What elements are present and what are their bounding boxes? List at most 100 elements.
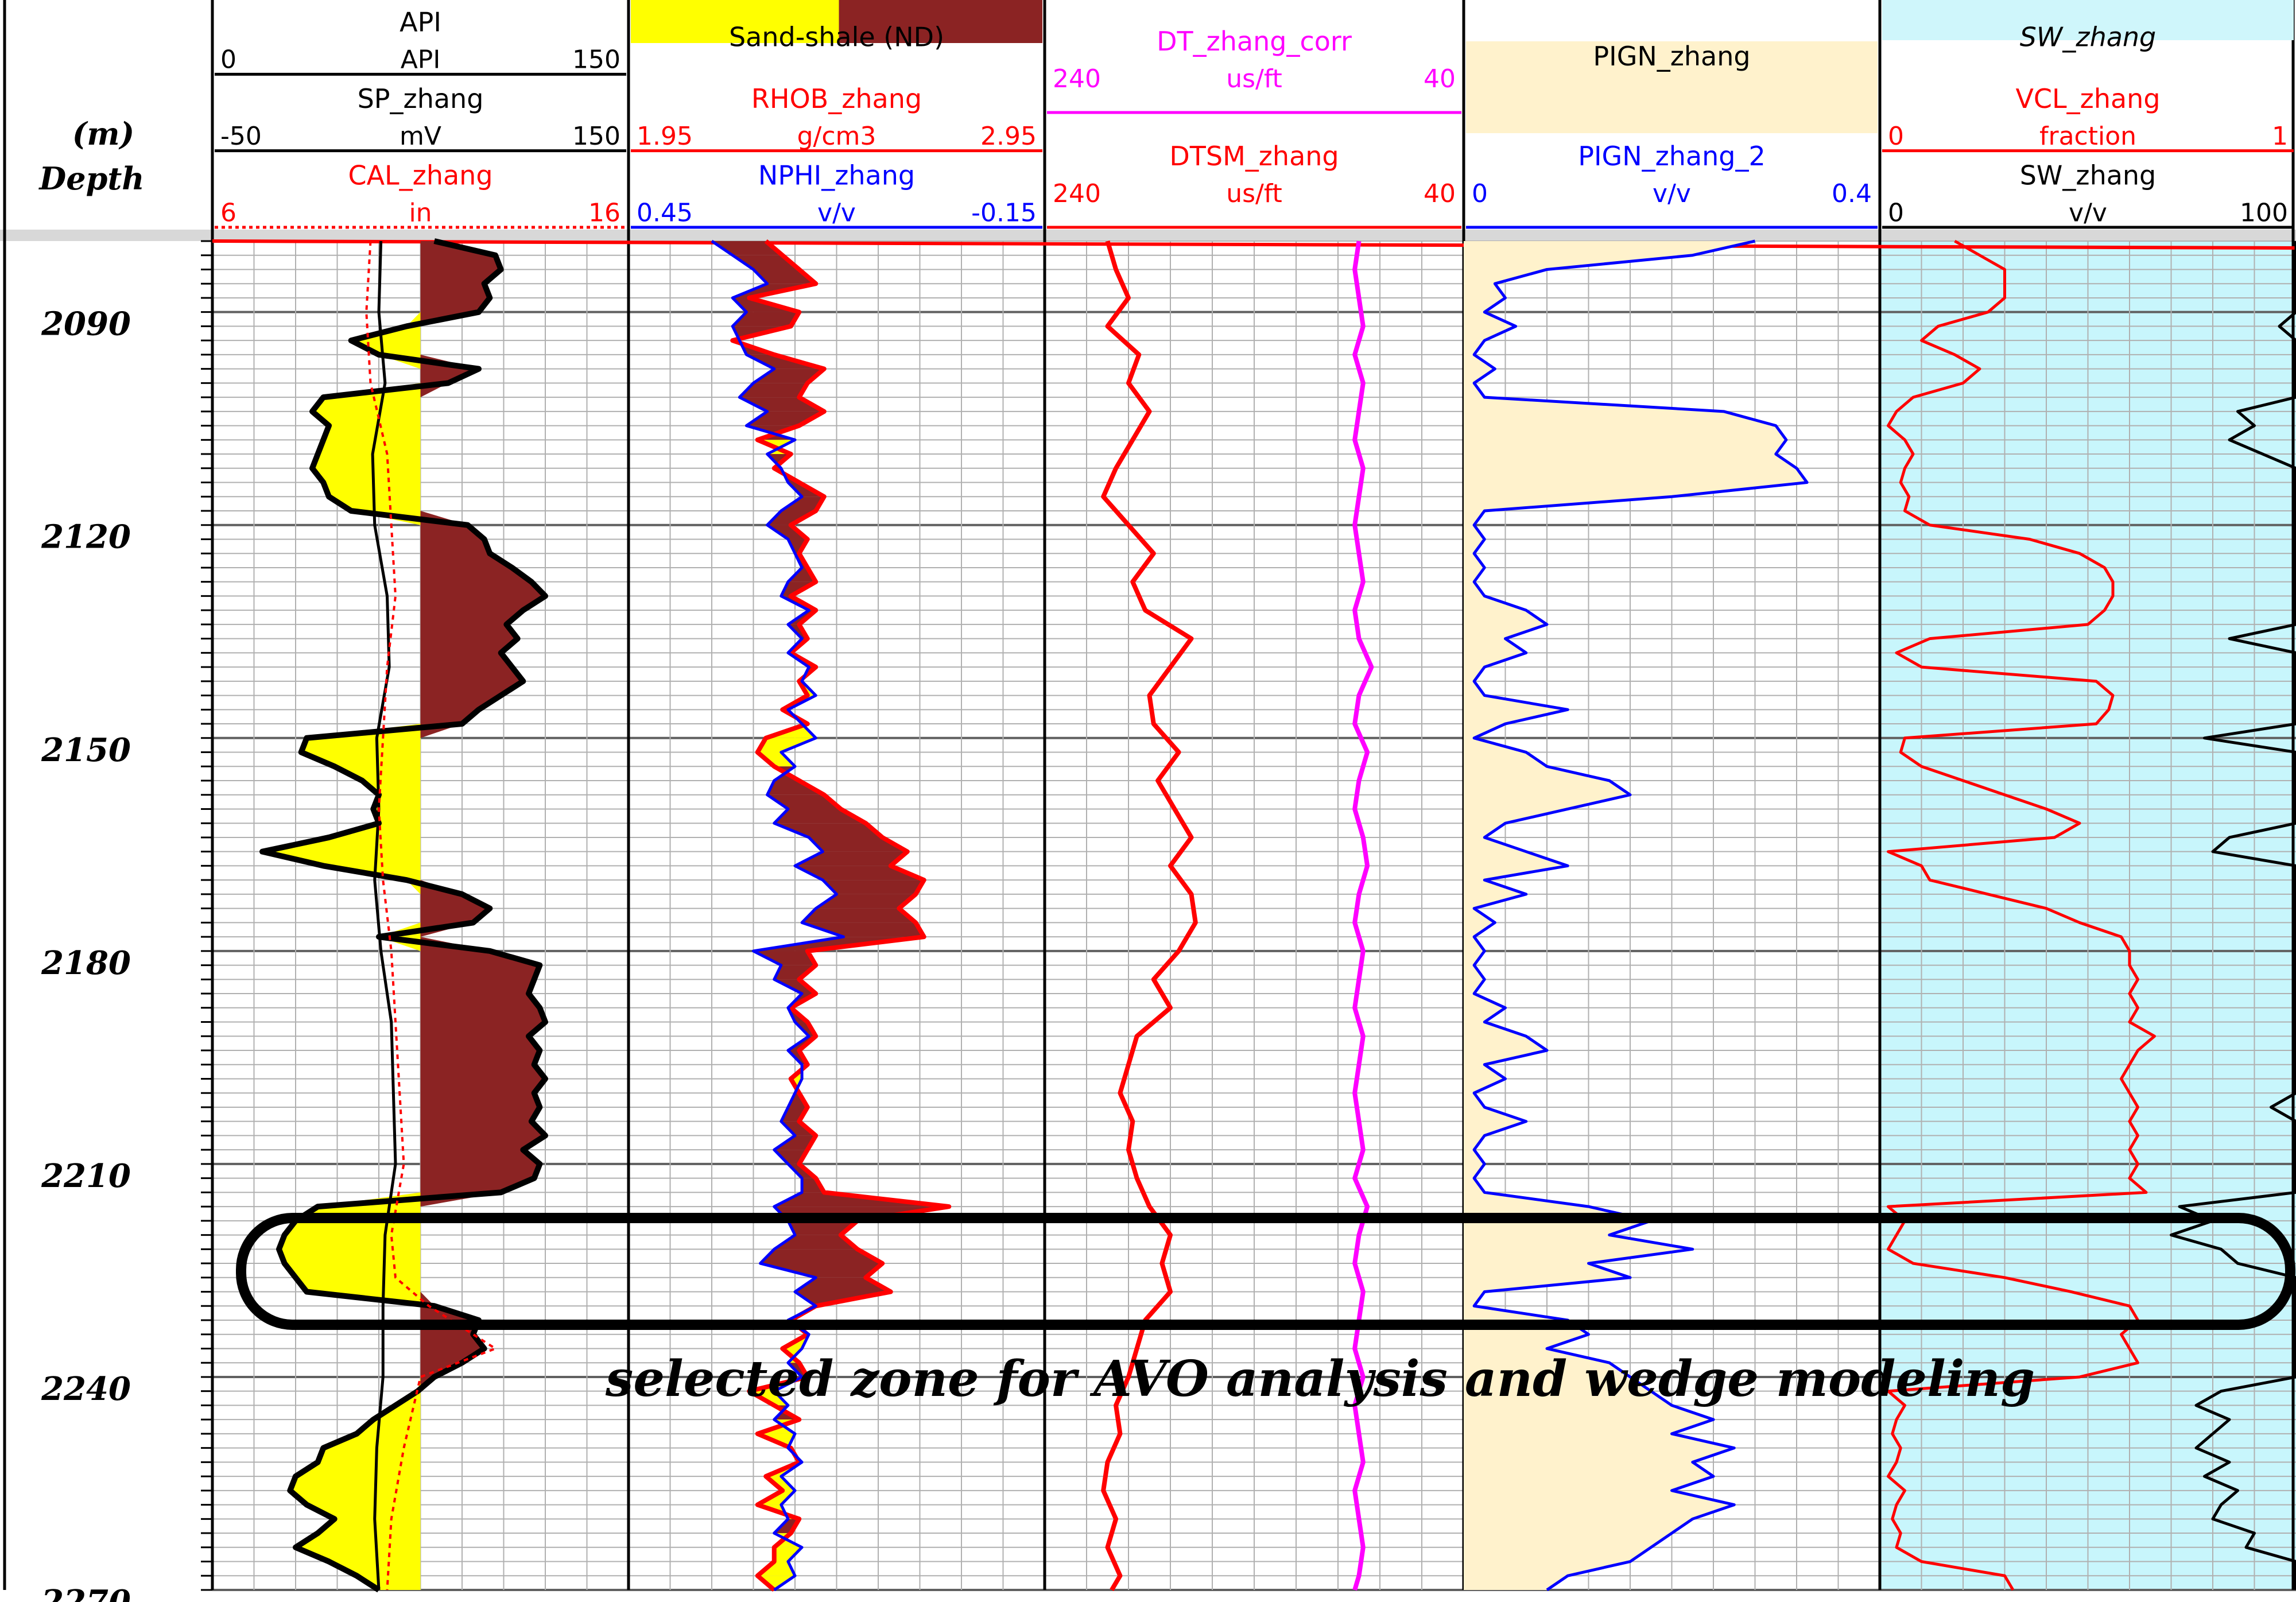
header-scale-min: 0 bbox=[220, 45, 236, 75]
header-scale-max: 16 bbox=[588, 198, 620, 227]
crossover-fill bbox=[802, 908, 916, 923]
header-fill-sand bbox=[631, 0, 839, 43]
crossover-fill bbox=[802, 1178, 824, 1193]
header-scale-min: 240 bbox=[1053, 64, 1101, 94]
depth-unit: (m) bbox=[72, 115, 134, 152]
curve-NPHI_zhang bbox=[711, 239, 846, 1592]
header-scale-max: 0.4 bbox=[1832, 179, 1872, 208]
shale-fill bbox=[420, 241, 545, 1590]
header-scale-min: 0 bbox=[1888, 122, 1904, 151]
crossover-fill bbox=[774, 1547, 802, 1562]
crossover-fill bbox=[781, 496, 824, 511]
header-scale-max: -0.15 bbox=[971, 198, 1037, 227]
crossover-fill bbox=[760, 1249, 883, 1264]
curves bbox=[259, 238, 2296, 1593]
header-scale-unit: mV bbox=[400, 122, 441, 151]
header-name: SW_zhang bbox=[2020, 160, 2157, 191]
crossover-fill bbox=[757, 1561, 795, 1576]
header-scale-unit: us/ft bbox=[1226, 64, 1282, 94]
curve-DT_zhang_corr bbox=[1352, 241, 1374, 1591]
header-name: PIGN_zhang_2 bbox=[1578, 141, 1765, 172]
depth-tick-label: 2120 bbox=[41, 518, 131, 556]
header-name: RHOB_zhang bbox=[751, 83, 922, 114]
header-scale-min: -50 bbox=[220, 122, 262, 151]
depth-tick-label: 2090 bbox=[41, 305, 131, 343]
crossover-fill bbox=[753, 951, 816, 965]
crossover-fill bbox=[767, 525, 808, 540]
header-scale-unit: us/ft bbox=[1226, 179, 1282, 208]
crossover-fill bbox=[823, 880, 924, 894]
header-scale-max: 150 bbox=[572, 122, 620, 151]
header-name: DTSM_zhang bbox=[1169, 141, 1339, 172]
crossover-fill bbox=[739, 383, 808, 398]
header-name: SP_zhang bbox=[358, 83, 484, 114]
header-name: CAL_zhang bbox=[348, 160, 492, 191]
header-scale-min: 6 bbox=[220, 198, 236, 227]
track-headers: API 0 API 150 SP_zhang -50 mV 150 CAL_zhang 6 in 16… bbox=[215, 0, 2294, 229]
crossover-fill bbox=[774, 979, 816, 994]
header-scale-unit: v/v bbox=[1653, 179, 1691, 208]
header-name: API bbox=[400, 7, 441, 38]
header-scale-unit: API bbox=[401, 45, 441, 75]
header-scale-max: 1 bbox=[2272, 122, 2288, 151]
highlight-zone: selected zone for AVO analysis and wedge… bbox=[236, 1213, 2295, 1408]
crossover-fill bbox=[760, 1263, 883, 1278]
depth-tick-label: 2150 bbox=[41, 731, 131, 769]
curve-SP_zhang bbox=[371, 241, 397, 1591]
crossover-fill bbox=[757, 752, 795, 767]
curve-VCL_zhang bbox=[1887, 239, 2156, 1591]
crossover-fill bbox=[802, 922, 924, 937]
header-scale-min: 0 bbox=[1888, 198, 1904, 227]
header-scale-min: 0.45 bbox=[637, 198, 693, 227]
crossover-fill bbox=[781, 1121, 816, 1136]
sand-fill bbox=[262, 241, 421, 1590]
depth-label: Depth bbox=[38, 160, 144, 197]
header-scale-unit: in bbox=[409, 198, 432, 227]
header-scale-max: 40 bbox=[1424, 179, 1456, 208]
crossover-fill bbox=[774, 965, 816, 980]
crossover-fill bbox=[795, 866, 924, 880]
header-fill-sw bbox=[1882, 0, 2294, 40]
header-scale-min: 1.95 bbox=[637, 122, 693, 151]
curve-PIGN_zhang_2 bbox=[1472, 239, 1809, 1592]
header-name: PIGN_zhang bbox=[1593, 41, 1750, 72]
header-scale-min: 0 bbox=[1472, 179, 1488, 208]
header-separator bbox=[0, 230, 2296, 241]
header-scale-max: 40 bbox=[1424, 64, 1456, 94]
header-scale-unit: g/cm3 bbox=[797, 122, 876, 151]
header-scale-unit: v/v bbox=[817, 198, 856, 227]
crossover-fill bbox=[788, 1220, 858, 1235]
crossover-fill bbox=[732, 312, 800, 327]
crossover-fill bbox=[774, 1235, 858, 1250]
crossover-fill bbox=[795, 851, 907, 866]
crossover-fill bbox=[757, 738, 816, 752]
crossover-fill bbox=[774, 1135, 816, 1150]
crossover-fill bbox=[788, 1093, 808, 1107]
curve-GR bbox=[259, 238, 548, 1593]
depth-tick-label: 2270 bbox=[41, 1583, 131, 1602]
crossover-fill bbox=[757, 1576, 795, 1590]
curve-SW_zhang bbox=[2170, 241, 2296, 1590]
header-name: SW_zhang bbox=[2020, 22, 2157, 53]
zone-label: selected zone for AVO analysis and wedge… bbox=[605, 1350, 2035, 1408]
crossover-fill bbox=[795, 1277, 891, 1292]
depth-track: (m) Depth 2090 2120 2150 2180 2210 2240 2270 bbox=[38, 115, 212, 1602]
header-scale-min: 240 bbox=[1053, 179, 1101, 208]
header-name: DT_zhang_corr bbox=[1157, 26, 1352, 57]
porosity-fill bbox=[1464, 241, 1808, 1590]
header-name: Sand-shale (ND) bbox=[729, 22, 944, 53]
header-scale-unit: v/v bbox=[2069, 198, 2107, 227]
curve-CAL_zhang bbox=[365, 241, 497, 1591]
header-scale-max: 150 bbox=[572, 45, 620, 75]
header-name: VCL_zhang bbox=[2015, 83, 2160, 114]
depth-tick-label: 2240 bbox=[41, 1370, 131, 1408]
header-scale-max: 2.95 bbox=[980, 122, 1037, 151]
header-name: NPHI_zhang bbox=[758, 160, 915, 191]
header-fill-pign bbox=[1466, 41, 1878, 133]
crossover-fill bbox=[767, 781, 824, 795]
top-marker-line bbox=[212, 239, 2296, 250]
header-scale-unit: fraction bbox=[2039, 122, 2136, 151]
crossover-fill bbox=[767, 794, 841, 809]
crossover-fill bbox=[809, 837, 907, 852]
